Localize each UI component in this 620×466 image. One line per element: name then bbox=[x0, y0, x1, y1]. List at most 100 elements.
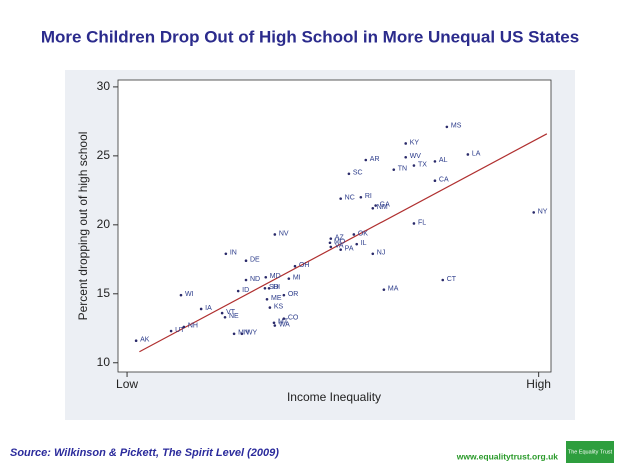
y-tick-label: 30 bbox=[97, 79, 111, 93]
point-label: SC bbox=[353, 170, 363, 177]
point-label: CT bbox=[447, 276, 457, 283]
point bbox=[347, 172, 351, 176]
point-label: KY bbox=[410, 139, 420, 146]
point-label: NH bbox=[188, 323, 198, 330]
point-label: UT bbox=[175, 327, 185, 334]
point-label: MI bbox=[293, 274, 301, 281]
y-axis-label: Percent dropping out of high school bbox=[76, 132, 90, 321]
point-label: ND bbox=[250, 276, 260, 283]
point bbox=[352, 233, 356, 236]
point-label: VT bbox=[226, 309, 236, 316]
point bbox=[293, 264, 297, 268]
point bbox=[339, 248, 342, 251]
point bbox=[328, 241, 332, 245]
point-label: GA bbox=[380, 201, 390, 208]
point-label: NV bbox=[279, 230, 289, 237]
x-tick-label: Low bbox=[116, 377, 138, 391]
point-label: WA bbox=[279, 321, 290, 328]
point bbox=[339, 197, 342, 200]
point-label: IN bbox=[230, 250, 237, 257]
point-label: OH bbox=[299, 262, 310, 269]
point bbox=[287, 277, 291, 280]
website: www.equalitytrust.org.uk bbox=[456, 451, 558, 461]
point bbox=[134, 339, 138, 342]
logo: The Equality Trust bbox=[568, 449, 613, 455]
point-label: MT bbox=[278, 319, 289, 326]
point-label: PA bbox=[345, 245, 354, 252]
point-label: TN bbox=[398, 165, 407, 172]
point-label: MO bbox=[334, 239, 346, 246]
point bbox=[264, 275, 268, 279]
point-label: NE bbox=[229, 313, 239, 320]
point-label: IA bbox=[205, 305, 212, 312]
y-tick-label: 15 bbox=[97, 286, 111, 300]
point-label: WI bbox=[185, 291, 194, 298]
point-label: FL bbox=[418, 219, 426, 226]
point bbox=[223, 315, 227, 319]
x-axis-label: Income Inequality bbox=[287, 390, 381, 404]
point-label: NM bbox=[377, 204, 388, 211]
point-label: SD bbox=[269, 284, 279, 291]
point-label: DE bbox=[250, 257, 260, 264]
point bbox=[329, 245, 333, 249]
point bbox=[412, 222, 416, 225]
point bbox=[412, 164, 416, 167]
point bbox=[433, 160, 437, 163]
point bbox=[273, 233, 277, 236]
point bbox=[364, 158, 368, 162]
point bbox=[329, 237, 333, 240]
point bbox=[199, 307, 203, 311]
point bbox=[282, 293, 286, 297]
point-label: ME bbox=[271, 295, 282, 302]
point bbox=[179, 293, 183, 297]
plot-area bbox=[117, 79, 552, 373]
point-label: MN bbox=[238, 330, 249, 337]
point bbox=[236, 289, 240, 293]
point bbox=[404, 155, 408, 159]
point bbox=[441, 278, 445, 282]
point bbox=[382, 288, 386, 291]
point bbox=[244, 259, 248, 262]
point bbox=[404, 142, 408, 145]
y-tick-label: 25 bbox=[97, 148, 111, 162]
point-label: IL bbox=[361, 240, 367, 247]
point bbox=[532, 211, 536, 214]
point-label: WY bbox=[246, 330, 258, 337]
point-label: AZ bbox=[335, 234, 345, 241]
trend-line bbox=[139, 133, 548, 353]
point bbox=[374, 204, 377, 207]
point-label: NY bbox=[538, 208, 548, 215]
source: Source: Wilkinson & Pickett, The Spirit … bbox=[10, 447, 279, 459]
point bbox=[272, 321, 276, 325]
point-label: KS bbox=[274, 303, 284, 310]
point-label: AK bbox=[140, 337, 150, 344]
point-label: AR bbox=[370, 156, 380, 163]
point bbox=[273, 324, 277, 327]
point bbox=[359, 195, 363, 199]
point bbox=[224, 252, 228, 256]
point bbox=[371, 206, 375, 210]
point bbox=[169, 329, 173, 333]
point-label: NJ bbox=[377, 250, 386, 257]
point bbox=[244, 278, 248, 282]
point-label: OK bbox=[358, 230, 368, 237]
point bbox=[445, 125, 449, 129]
point-label: NC bbox=[345, 194, 355, 201]
point-label: CO bbox=[288, 314, 299, 321]
point-label: OR bbox=[288, 291, 299, 298]
point-label: HI bbox=[273, 284, 280, 291]
point-label: MA bbox=[388, 285, 399, 292]
point-label: MD bbox=[270, 273, 281, 280]
y-tick-label: 10 bbox=[97, 355, 111, 369]
point bbox=[268, 306, 272, 309]
point-label: TX bbox=[418, 161, 427, 168]
point bbox=[466, 153, 470, 156]
point bbox=[240, 332, 244, 336]
point bbox=[355, 242, 359, 246]
point bbox=[263, 286, 267, 290]
point-label: WV bbox=[410, 153, 422, 160]
logo-box bbox=[566, 441, 614, 463]
point bbox=[282, 317, 286, 320]
point bbox=[220, 311, 224, 315]
